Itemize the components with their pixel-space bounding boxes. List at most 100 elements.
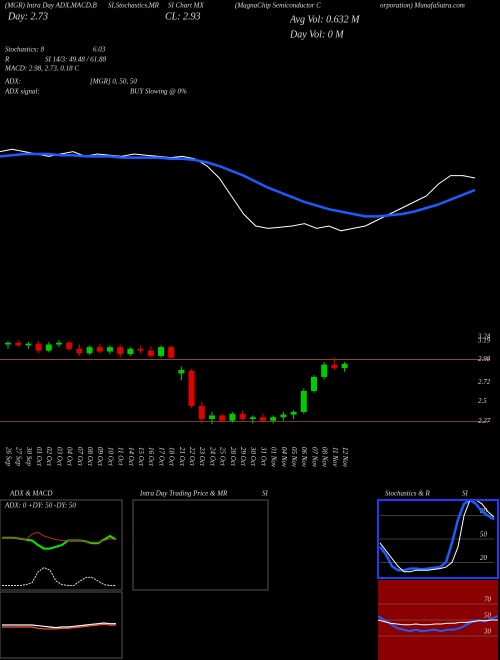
- candle-body: [178, 369, 185, 374]
- y-tick-label: 2.72: [478, 378, 491, 386]
- y-tick-label: 3.19: [477, 337, 491, 345]
- candle-body: [56, 342, 62, 345]
- header: orporation) MunafaSutra.com: [380, 2, 465, 10]
- candle-body: [96, 347, 103, 352]
- indicator: R: [4, 56, 10, 64]
- x-tick-label: 08 Nov: [321, 447, 329, 468]
- y-tick-label: 20: [480, 554, 488, 562]
- panel-title: ADX & MACD: [9, 490, 52, 498]
- y-tick-label: 50: [484, 612, 492, 620]
- indicator: ADX:: [4, 78, 21, 86]
- candle-body: [5, 342, 11, 345]
- panel-title: Intra Day Trading Price & MR: [139, 490, 228, 498]
- candle-body: [331, 364, 338, 369]
- candle-body: [321, 364, 328, 377]
- series-line: [0, 148, 476, 232]
- candle-body: [117, 347, 124, 355]
- x-tick-label: 09 Oct: [96, 447, 104, 467]
- panel-box: [0, 499, 123, 591]
- x-tick-label: 23 Oct: [198, 447, 206, 467]
- candle-body: [260, 417, 266, 421]
- y-tick-label: 70: [484, 596, 492, 604]
- x-tick-label: 14 Oct: [127, 447, 135, 467]
- x-tick-label: 27 Sep: [15, 447, 23, 466]
- candle-body: [147, 350, 154, 356]
- x-tick-label: 30 Sep: [25, 446, 33, 466]
- candle-body: [198, 405, 205, 419]
- indicator: BUY Slowing @ 0%: [130, 88, 187, 96]
- x-tick-label: 10 Oct: [106, 447, 114, 467]
- candle-body: [168, 347, 175, 358]
- panel-title: SI: [262, 490, 269, 498]
- candle-body: [209, 415, 215, 419]
- x-tick-label: 22 Oct: [188, 447, 196, 467]
- x-tick-label: 01 Oct: [35, 447, 43, 467]
- series-line: [379, 498, 495, 572]
- candle-body: [76, 348, 83, 354]
- indicator: Stochastics: 8: [5, 46, 45, 54]
- y-tick-label: 80: [480, 507, 488, 515]
- candle-body: [86, 347, 93, 354]
- series-line: [377, 615, 499, 633]
- x-tick-label: 04 Nov: [280, 447, 288, 468]
- series-line: [2, 566, 116, 586]
- x-tick-label: 15 Oct: [137, 447, 145, 467]
- candle-body: [249, 417, 256, 419]
- x-tick-label: 03 Oct: [55, 447, 63, 467]
- x-tick-label: 11 Nov: [331, 447, 339, 467]
- indicator: 6.03: [93, 46, 106, 54]
- close-price: CL: 2.93: [165, 11, 201, 22]
- candle-body: [270, 417, 277, 421]
- candle-body: [137, 348, 144, 351]
- candle-body: [107, 347, 113, 352]
- x-tick-label: 26 Sep: [4, 447, 12, 466]
- x-tick-label: 05 Nov: [290, 447, 298, 468]
- header: SI,Stochastics,MR: [108, 2, 160, 10]
- panel-label: ADX: 0 +DY: 50 -DY: 50: [4, 502, 76, 510]
- panel-box: [377, 499, 499, 579]
- x-tick-label: 12 Nov: [341, 447, 349, 468]
- y-tick-label: 30: [483, 628, 492, 636]
- candle-body: [229, 413, 236, 421]
- candle-body: [158, 347, 164, 356]
- x-tick-label: 04 Oct: [66, 447, 74, 467]
- y-tick-label: 50: [480, 531, 488, 539]
- series-line: [2, 623, 116, 630]
- candle-body: [25, 343, 32, 346]
- candle-body: [127, 348, 134, 355]
- x-tick-label: 25 Oct: [219, 447, 227, 467]
- panel-title: SI: [462, 490, 469, 498]
- series-line: [379, 499, 495, 573]
- x-tick-label: 18 Oct: [168, 447, 176, 467]
- x-tick-label: 29 Oct: [239, 447, 247, 467]
- candle-body: [66, 342, 73, 349]
- x-tick-label: 28 Oct: [229, 447, 237, 467]
- x-tick-label: 30 Oct: [249, 446, 257, 467]
- x-tick-label: 07 Nov: [310, 447, 318, 468]
- y-tick-label: 3.24: [477, 332, 491, 340]
- y-tick-label: 2.98: [478, 355, 491, 363]
- x-tick-label: 06 Nov: [300, 447, 308, 468]
- candle-body: [280, 414, 287, 418]
- candle-body: [341, 363, 348, 369]
- candle-body: [239, 413, 246, 419]
- y-tick-label: 2.27: [478, 417, 491, 425]
- candle-body: [311, 376, 317, 391]
- candle-body: [300, 390, 307, 412]
- panel-box: [0, 591, 123, 659]
- candle-body: [188, 370, 195, 406]
- x-tick-label: 17 Oct: [157, 447, 165, 467]
- header: SI Chart MX: [168, 2, 205, 10]
- candle-body: [290, 411, 297, 415]
- x-tick-label: 31 Oct: [259, 446, 267, 467]
- x-tick-label: 07 Oct: [76, 447, 84, 467]
- intraday-box: [132, 499, 269, 591]
- candle-body: [45, 344, 52, 351]
- x-tick-label: 24 Oct: [208, 447, 216, 467]
- header: (MGR) Intra Day ADX,MACD,B: [5, 2, 98, 10]
- x-tick-label: 21 Oct: [178, 447, 186, 467]
- candle-body: [15, 342, 22, 346]
- candle-body: [35, 343, 42, 351]
- panel-title: Stochastics & R: [385, 490, 430, 498]
